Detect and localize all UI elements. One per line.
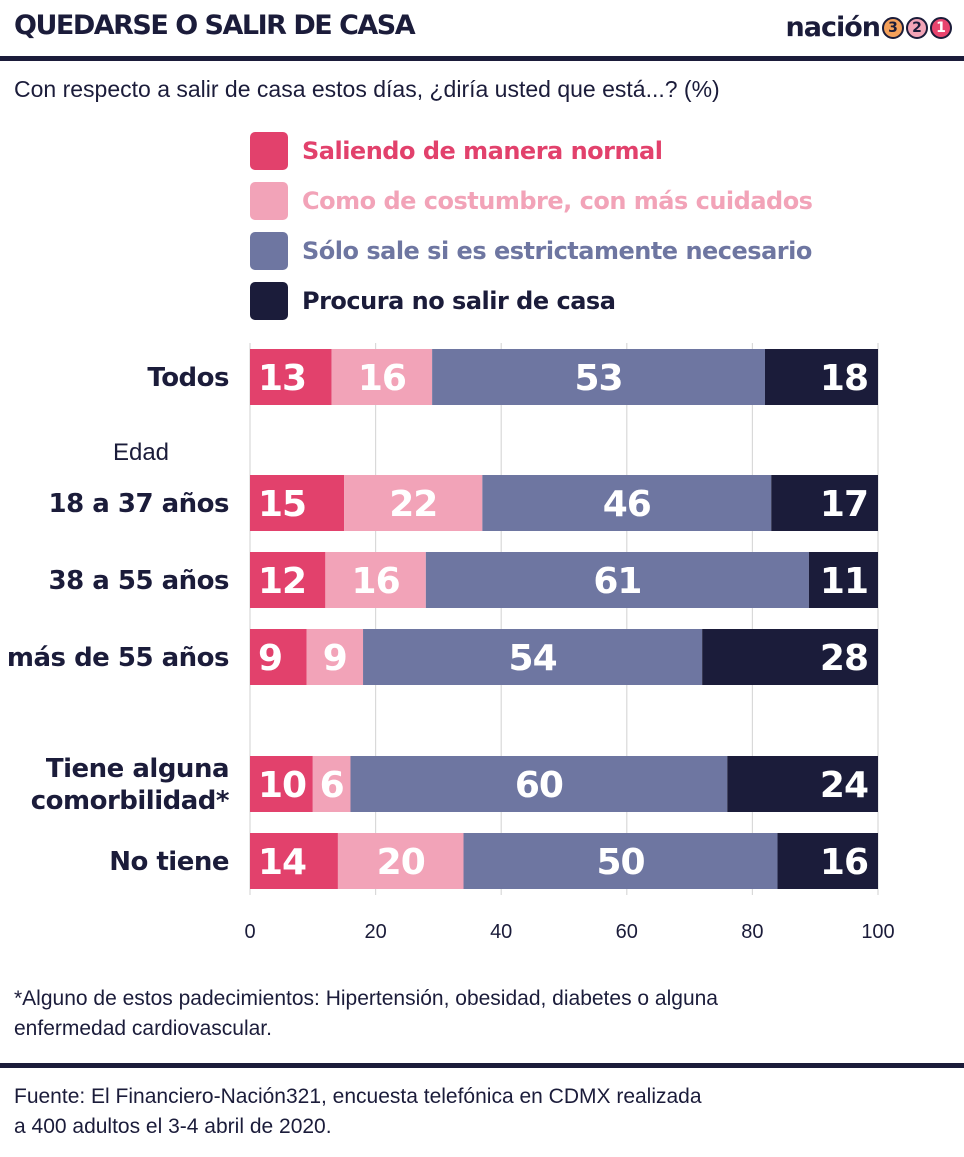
data-label: 10 bbox=[258, 765, 306, 806]
category-label: Tiene alguna bbox=[46, 754, 229, 784]
bar-segment bbox=[250, 756, 313, 812]
source-note: Fuente: El Financiero-Nación321, encuest… bbox=[14, 1082, 854, 1142]
bar-segment bbox=[250, 552, 326, 608]
bar-segment bbox=[777, 833, 878, 889]
data-label: 9 bbox=[258, 638, 282, 679]
x-tick-label: 60 bbox=[616, 921, 638, 943]
x-tick-label: 100 bbox=[861, 921, 894, 943]
data-label: 16 bbox=[820, 842, 868, 883]
bar-segment bbox=[764, 349, 878, 405]
x-tick-label: 80 bbox=[741, 921, 763, 943]
legend-item: Saliendo de manera normal bbox=[250, 126, 812, 176]
bar-segment bbox=[250, 629, 307, 685]
category-label: 18 a 37 años bbox=[49, 489, 229, 519]
bar-segment bbox=[250, 833, 338, 889]
bar-segment bbox=[702, 629, 878, 685]
bar-segment bbox=[808, 552, 878, 608]
legend-item: Sólo sale si es estrictamente necesario bbox=[250, 226, 812, 276]
category-label: No tiene bbox=[109, 847, 229, 877]
data-label: 22 bbox=[389, 484, 437, 525]
bar-segment bbox=[331, 349, 433, 405]
footer-divider bbox=[0, 1063, 964, 1068]
data-label: 9 bbox=[323, 638, 347, 679]
footnote: *Alguno de estos padecimientos: Hiperten… bbox=[14, 987, 718, 1040]
x-tick-label: 0 bbox=[244, 921, 255, 943]
data-label: 24 bbox=[820, 765, 868, 806]
bar-segment bbox=[727, 756, 878, 812]
legend-label: Sólo sale si es estrictamente necesario bbox=[302, 237, 812, 265]
data-label: 54 bbox=[509, 638, 557, 679]
category-label: comorbilidad* bbox=[31, 786, 230, 816]
bar-segment bbox=[250, 349, 332, 405]
bar-segment bbox=[250, 475, 345, 531]
category-label: Todos bbox=[147, 363, 229, 393]
data-label: 46 bbox=[603, 484, 651, 525]
bar-segment bbox=[325, 552, 426, 608]
bar-segment bbox=[337, 833, 464, 889]
data-label: 17 bbox=[820, 484, 868, 525]
brand-wordmark: nación bbox=[785, 12, 881, 43]
bar-segment bbox=[363, 629, 703, 685]
data-label: 15 bbox=[258, 484, 306, 525]
data-label: 14 bbox=[258, 842, 306, 883]
brand-digit-circle: 3 bbox=[882, 16, 904, 39]
stacked-bar-chart: 0 20 40 60 80 100 Edad Todos 13 16 53 18 18 a 37 año… bbox=[7, 343, 895, 943]
group-label: Edad bbox=[113, 439, 169, 466]
data-label: 16 bbox=[358, 358, 406, 399]
source-line: a 400 adultos el 3-4 abril de 2020. bbox=[14, 1115, 332, 1138]
data-label: 18 bbox=[820, 358, 868, 399]
bar-segment bbox=[432, 349, 765, 405]
data-label: 53 bbox=[574, 358, 622, 399]
legend-swatch bbox=[250, 282, 288, 320]
data-label: 13 bbox=[258, 358, 306, 399]
x-tick-label: 40 bbox=[490, 921, 512, 943]
brand-digit-circle: 1 bbox=[930, 16, 952, 39]
bar-segment bbox=[312, 756, 351, 812]
data-label: 61 bbox=[593, 561, 641, 602]
bar-segment bbox=[350, 756, 728, 812]
bar-segment bbox=[771, 475, 878, 531]
x-tick-label: 20 bbox=[364, 921, 386, 943]
data-label: 11 bbox=[820, 561, 868, 602]
data-label: 12 bbox=[258, 561, 306, 602]
data-label: 6 bbox=[320, 765, 344, 806]
legend-item: Como de costumbre, con más cuidados bbox=[250, 176, 813, 226]
legend-label: Saliendo de manera normal bbox=[302, 137, 663, 165]
data-label: 60 bbox=[515, 765, 563, 806]
legend: Saliendo de manera normal Como de costum… bbox=[250, 126, 813, 326]
data-label: 20 bbox=[377, 842, 425, 883]
data-label: 50 bbox=[596, 842, 644, 883]
data-label: 16 bbox=[352, 561, 400, 602]
legend-item: Procura no salir de casa bbox=[250, 276, 812, 326]
bar-segment bbox=[463, 833, 778, 889]
data-label: 28 bbox=[820, 638, 868, 679]
legend-swatch bbox=[250, 182, 288, 220]
bar-segment bbox=[344, 475, 483, 531]
brand-logo: nación 3 2 1 bbox=[786, 12, 952, 43]
bar-segment bbox=[482, 475, 772, 531]
legend-label: Como de costumbre, con más cuidados bbox=[302, 187, 813, 215]
bar-segment bbox=[425, 552, 809, 608]
chart-subtitle: Con respecto a salir de casa estos días,… bbox=[14, 76, 720, 102]
category-label: 38 a 55 años bbox=[49, 566, 229, 596]
legend-label: Procura no salir de casa bbox=[302, 287, 616, 315]
legend-swatch bbox=[250, 132, 288, 170]
source-line: Fuente: El Financiero-Nación321, encuest… bbox=[14, 1085, 702, 1108]
header-divider bbox=[0, 56, 964, 61]
category-label: más de 55 años bbox=[7, 643, 229, 673]
brand-digit-circle: 2 bbox=[906, 16, 928, 39]
legend-swatch bbox=[250, 232, 288, 270]
bar-segment bbox=[306, 629, 364, 685]
chart-title: QUEDARSE O SALIR DE CASA bbox=[14, 10, 416, 41]
